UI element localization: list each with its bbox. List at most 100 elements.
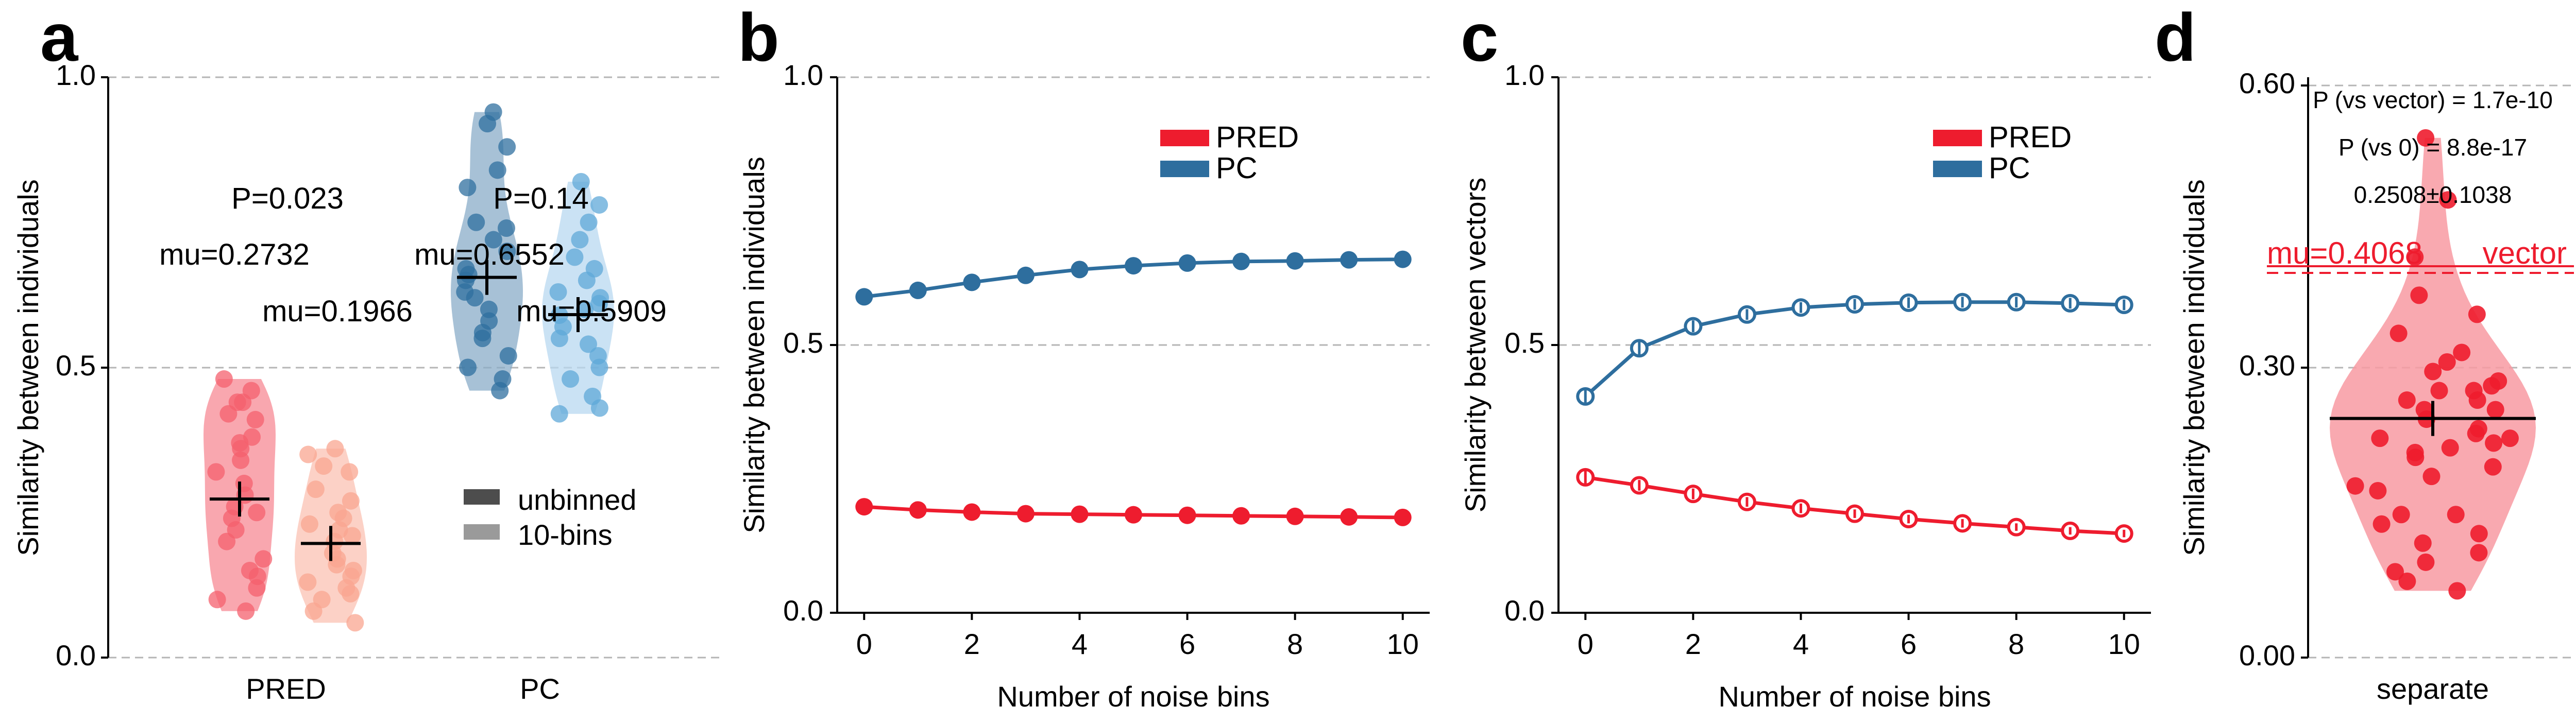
data-point (246, 410, 264, 428)
data-point (300, 515, 318, 533)
x-tick-label: 0 (1578, 628, 1594, 660)
data-point (2470, 525, 2488, 543)
data-point (459, 358, 477, 376)
x-tick-label: PC (520, 673, 560, 705)
data-point (2467, 424, 2485, 442)
data-point (2486, 401, 2504, 419)
legend-swatch-10-bins (464, 524, 500, 540)
annotations: P=0.023 mu=0.2732 mu=0.1966 P=0.14 mu=0.… (159, 182, 667, 328)
mean-markers (210, 260, 608, 561)
data-point (498, 138, 516, 156)
data-point (579, 335, 597, 353)
legend-swatch-unbinned (464, 489, 500, 505)
data-point (1340, 251, 1358, 269)
data-point (346, 614, 364, 632)
x-ticks: 0 2 4 6 8 10 (856, 613, 1419, 660)
data-point (2439, 191, 2457, 209)
data-point (855, 288, 873, 306)
x-axis-label: Number of noise bins (997, 680, 1269, 713)
data-point (590, 295, 608, 313)
y-tick-label: 0.5 (56, 349, 96, 382)
data-point (473, 330, 492, 348)
data-point (248, 504, 266, 522)
data-point (219, 405, 238, 423)
y-axis-label: Similarity between individuals (12, 179, 44, 556)
data-point (2417, 553, 2435, 571)
data-points (2346, 129, 2519, 600)
x-tick-label: 6 (1901, 628, 1917, 660)
data-point (1286, 507, 1304, 525)
data-point (207, 463, 225, 481)
data-point (2371, 429, 2389, 447)
reference-line: mu=0.4068 vector (2267, 236, 2574, 274)
mean-marker (2330, 401, 2536, 436)
data-point (498, 243, 516, 261)
gridlines (1558, 76, 2151, 346)
data-point (1071, 261, 1089, 279)
x-tick-label: 2 (1685, 628, 1701, 660)
panel-label: a (40, 0, 79, 75)
y-axis-label: Similarity between individuals (2178, 179, 2210, 556)
data-point (2448, 582, 2466, 600)
y-axis-label: Similarity between vectors (1459, 178, 1492, 512)
data-point (566, 248, 584, 266)
data-point (550, 330, 568, 348)
x-ticks: 0 2 4 6 8 10 (1578, 613, 2140, 660)
data-point (549, 283, 567, 301)
data-point (562, 370, 580, 388)
annotation: 0.2508±0.1038 (2354, 181, 2512, 208)
y-tick-label: 0.0 (783, 594, 823, 627)
data-point (315, 457, 333, 475)
data-point (590, 358, 608, 376)
reference-label: mu=0.4068 (2267, 236, 2422, 270)
y-tick-label: 0.5 (783, 326, 823, 359)
data-point (2485, 434, 2503, 452)
gridlines (2308, 84, 2573, 659)
legend-label: 10-bins (518, 519, 613, 551)
data-point (1232, 507, 1250, 525)
data-point (855, 498, 873, 516)
data-point (2410, 286, 2428, 304)
data-points (207, 103, 609, 632)
data-point (2424, 363, 2442, 381)
data-point (215, 370, 233, 388)
x-tick-label: 2 (964, 628, 980, 660)
gridlines (837, 76, 1430, 346)
y-ticks: 1.0 0.5 0.0 (783, 59, 837, 627)
data-point (2389, 324, 2408, 342)
panel-c: c 1.0 0.5 0.0 0 2 4 6 8 10 Number of noise bi… (1459, 0, 2151, 713)
y-tick-label: 0.00 (2239, 639, 2295, 671)
annotations: P (vs vector) = 1.7e-10 P (vs 0) = 8.8e-… (2313, 87, 2553, 208)
panel-a: a 1.0 0.5 0.0 Similarity between individ… (12, 0, 721, 705)
reference-text: vector (2483, 236, 2567, 270)
data-point (2447, 506, 2465, 524)
data-point (304, 602, 323, 620)
annotation: P (vs 0) = 8.8e-17 (2338, 134, 2527, 161)
data-point (342, 492, 360, 510)
data-point (341, 463, 359, 481)
annotation: mu=0.1966 (262, 295, 413, 328)
data-point (2422, 468, 2441, 486)
data-point (2398, 391, 2416, 409)
data-point (459, 179, 477, 197)
y-ticks: 1.0 0.5 0.0 (1504, 59, 1558, 627)
data-point (484, 231, 502, 249)
data-point (1286, 252, 1304, 270)
data-point (2430, 382, 2448, 400)
data-point (2483, 377, 2501, 395)
data-point (299, 445, 317, 463)
y-tick-label: 0.0 (1504, 594, 1545, 627)
data-point (1016, 505, 1035, 523)
data-point (491, 382, 509, 400)
legend-label: PC (1216, 151, 1258, 185)
data-point (326, 440, 344, 458)
x-tick-label: 4 (1072, 628, 1088, 660)
x-tick-label: 8 (2008, 628, 2024, 660)
data-point (578, 271, 596, 289)
x-tick-label: 8 (1287, 628, 1303, 660)
data-point (1178, 254, 1196, 272)
data-point (488, 161, 506, 179)
data-point (237, 602, 255, 620)
y-ticks: 0.60 0.30 0.00 (2239, 67, 2308, 671)
panel-label: c (1461, 0, 1498, 75)
